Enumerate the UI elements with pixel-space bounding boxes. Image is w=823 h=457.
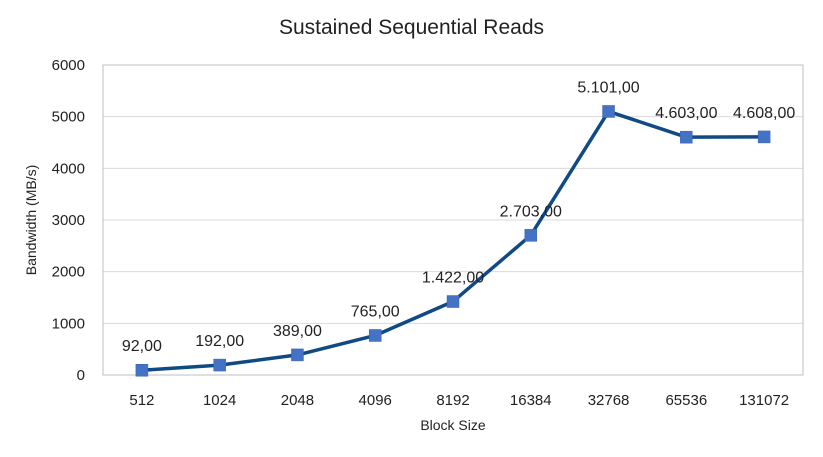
data-label: 5.101,00 — [577, 79, 639, 96]
x-axis-title: Block Size — [420, 417, 486, 433]
data-point — [446, 295, 460, 308]
x-tick-label: 1024 — [203, 392, 236, 409]
y-tick-label: 3000 — [52, 212, 85, 229]
y-tick-label: 6000 — [52, 57, 85, 74]
data-label: 192,00 — [195, 333, 244, 350]
x-tick-label: 512 — [129, 392, 154, 409]
data-point — [680, 130, 693, 144]
y-tick-label: 4000 — [52, 160, 85, 177]
data-label: 4.603,00 — [655, 105, 717, 122]
x-tick-label: 2048 — [281, 392, 314, 409]
data-point — [213, 358, 226, 372]
data-point — [291, 348, 304, 362]
y-axis-title: Bandwidth (MB/s) — [23, 165, 39, 275]
data-labels: 92,00 192,00 389,00 765,00 1.422,00 2.703,00 5… — [122, 79, 795, 355]
x-tick-label: 8192 — [436, 392, 469, 409]
gridlines — [103, 64, 803, 324]
data-label: 4.608,00 — [733, 105, 795, 122]
data-point — [757, 130, 771, 144]
y-tick-label: 5000 — [52, 109, 85, 126]
y-axis-ticks: 0 1000 2000 3000 4000 5000 6000 — [52, 57, 85, 384]
x-tick-label: 4096 — [359, 392, 392, 409]
y-tick-label: 2000 — [52, 264, 85, 281]
data-point — [524, 229, 538, 242]
data-point — [602, 105, 615, 118]
plot-area-border — [102, 64, 804, 376]
series-markers — [135, 105, 771, 377]
data-label: 2.703,00 — [500, 203, 562, 220]
x-tick-label: 131072 — [739, 392, 789, 409]
x-axis-ticks: 512 1024 2048 4096 8192 16384 32768 65536 131072 — [129, 392, 789, 409]
data-point — [368, 329, 382, 342]
y-tick-label: 0 — [77, 367, 85, 384]
x-tick-label: 65536 — [665, 392, 707, 409]
data-label: 92,00 — [122, 338, 162, 355]
data-label: 389,00 — [273, 323, 322, 340]
series-line — [141, 109, 765, 372]
chart-title: Sustained Sequential Reads — [278, 16, 545, 39]
data-label: 1.422,00 — [422, 270, 484, 287]
data-point — [135, 363, 149, 377]
data-label: 765,00 — [351, 303, 400, 320]
x-tick-label: 16384 — [510, 392, 552, 409]
y-tick-label: 1000 — [52, 315, 85, 332]
x-tick-label: 32768 — [588, 392, 630, 409]
